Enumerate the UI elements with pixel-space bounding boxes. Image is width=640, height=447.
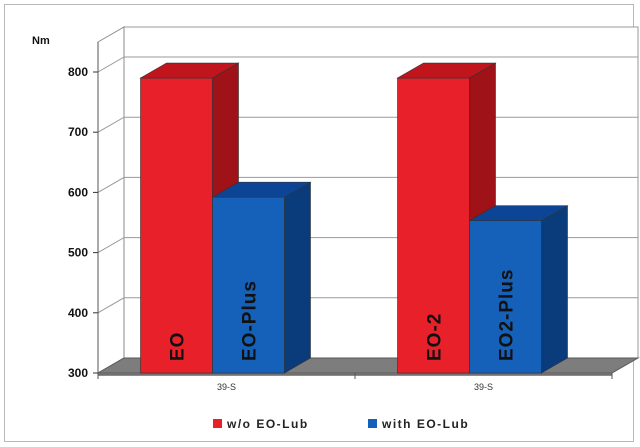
bar-front-face	[397, 77, 470, 374]
legend: w/o EO-Lub with EO-Lub	[213, 417, 469, 431]
grid-line	[97, 56, 638, 73]
x-axis: 39-S 39-S	[97, 373, 613, 392]
bar-side-face	[541, 205, 568, 374]
bar-top-face	[468, 205, 569, 221]
side-wall-panel	[97, 26, 125, 374]
bar-side-face	[284, 181, 311, 374]
bar-top-face	[139, 62, 240, 79]
y-tick-label: 700	[68, 125, 88, 139]
bar-label: EO-Plus	[240, 280, 261, 361]
bar-label: EO	[168, 332, 189, 361]
bar-label: EO-2	[425, 313, 446, 361]
bar-top-face	[396, 62, 497, 79]
legend-label: with EO-Lub	[381, 417, 469, 431]
x-tick-label: 39-S	[474, 382, 493, 392]
legend-swatch	[368, 419, 377, 428]
bar[interactable]: EO2-Plus	[468, 205, 569, 374]
y-tick-label: 400	[68, 306, 88, 320]
legend-swatch	[213, 419, 222, 428]
y-tick-label: 500	[68, 246, 88, 260]
legend-item: with EO-Lub	[368, 417, 469, 431]
y-tick-label: 300	[68, 366, 88, 380]
y-tick-label: 600	[68, 185, 88, 199]
x-tick-label: 39-S	[217, 382, 236, 392]
y-axis-unit-label: Nm	[32, 35, 50, 47]
bar-front-face	[469, 220, 542, 374]
legend-item: w/o EO-Lub	[213, 417, 309, 431]
bars: EO EO-Plus EO-2 EO2-Plus	[139, 62, 569, 374]
bar-front-face	[140, 77, 213, 374]
bar-label: EO2-Plus	[497, 269, 518, 361]
legend-label: w/o EO-Lub	[226, 417, 309, 431]
y-axis: 300 400 500 600 700 800	[68, 42, 99, 380]
bar[interactable]: EO-Plus	[211, 181, 312, 374]
bar-top-face	[211, 181, 312, 198]
y-tick-label: 800	[68, 65, 88, 79]
